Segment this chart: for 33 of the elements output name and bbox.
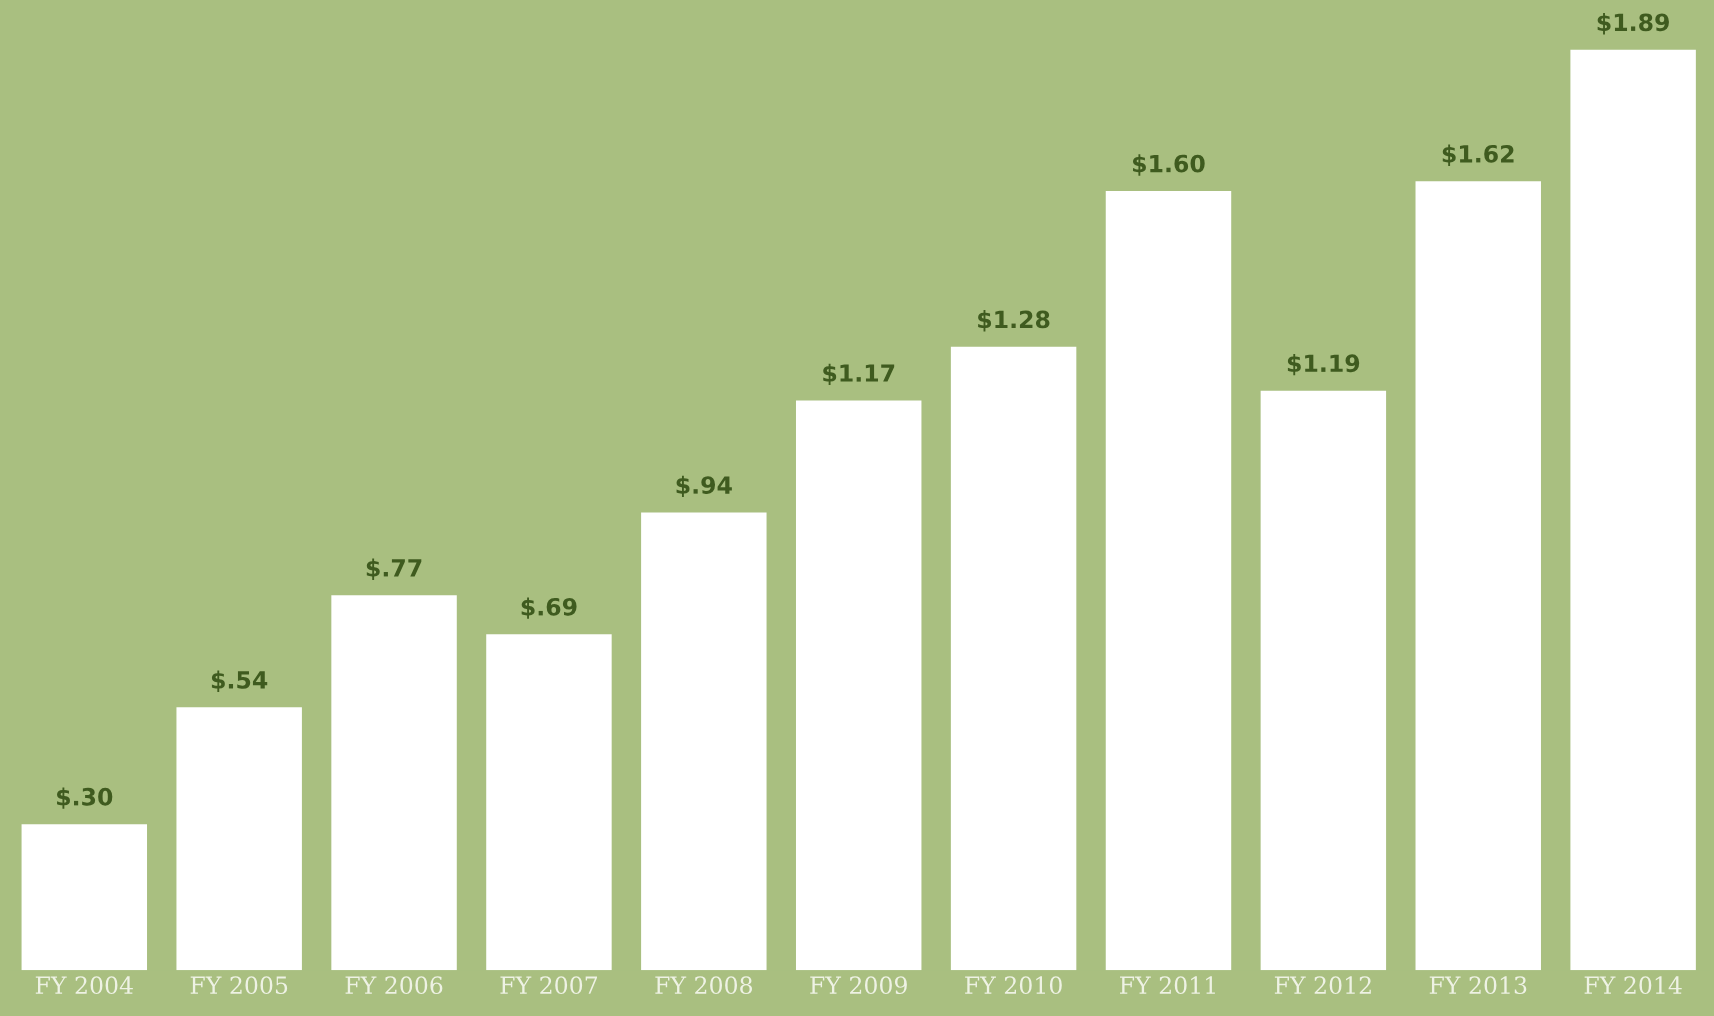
data-label: $.77 [366, 558, 422, 580]
data-label: $.30 [57, 787, 113, 809]
data-label: $1.28 [978, 310, 1050, 332]
x-tick-label: FY 2004 [35, 976, 133, 995]
data-label: $.94 [676, 475, 732, 498]
bar [21, 824, 148, 971]
bar [176, 707, 302, 971]
bar [641, 512, 767, 971]
bar [950, 346, 1077, 971]
bar [795, 400, 922, 971]
x-tick-label: FY 2008 [655, 976, 753, 995]
data-label: $1.60 [1132, 154, 1205, 176]
x-tick-label: FY 2007 [500, 976, 598, 995]
bar [486, 634, 612, 971]
x-tick-label: FY 2013 [1429, 976, 1527, 995]
bar [1570, 49, 1696, 971]
x-tick-label: FY 2014 [1584, 976, 1682, 995]
x-tick-label: FY 2005 [190, 976, 288, 995]
data-label: $.69 [521, 597, 577, 619]
bar [1105, 190, 1232, 971]
data-label: $1.62 [1442, 144, 1514, 166]
x-tick-label: FY 2009 [810, 976, 907, 995]
data-label: $1.19 [1287, 353, 1360, 376]
bar [331, 595, 457, 971]
x-tick-label: FY 2011 [1120, 976, 1215, 995]
x-tick-label: FY 2010 [965, 976, 1062, 995]
bar [1415, 181, 1541, 971]
data-label: $1.17 [823, 363, 895, 386]
data-label: $.54 [211, 670, 268, 692]
data-label: $1.89 [1597, 12, 1669, 35]
x-tick-label: FY 2012 [1274, 976, 1371, 995]
bar [1260, 390, 1387, 971]
x-tick-label: FY 2006 [345, 976, 443, 995]
